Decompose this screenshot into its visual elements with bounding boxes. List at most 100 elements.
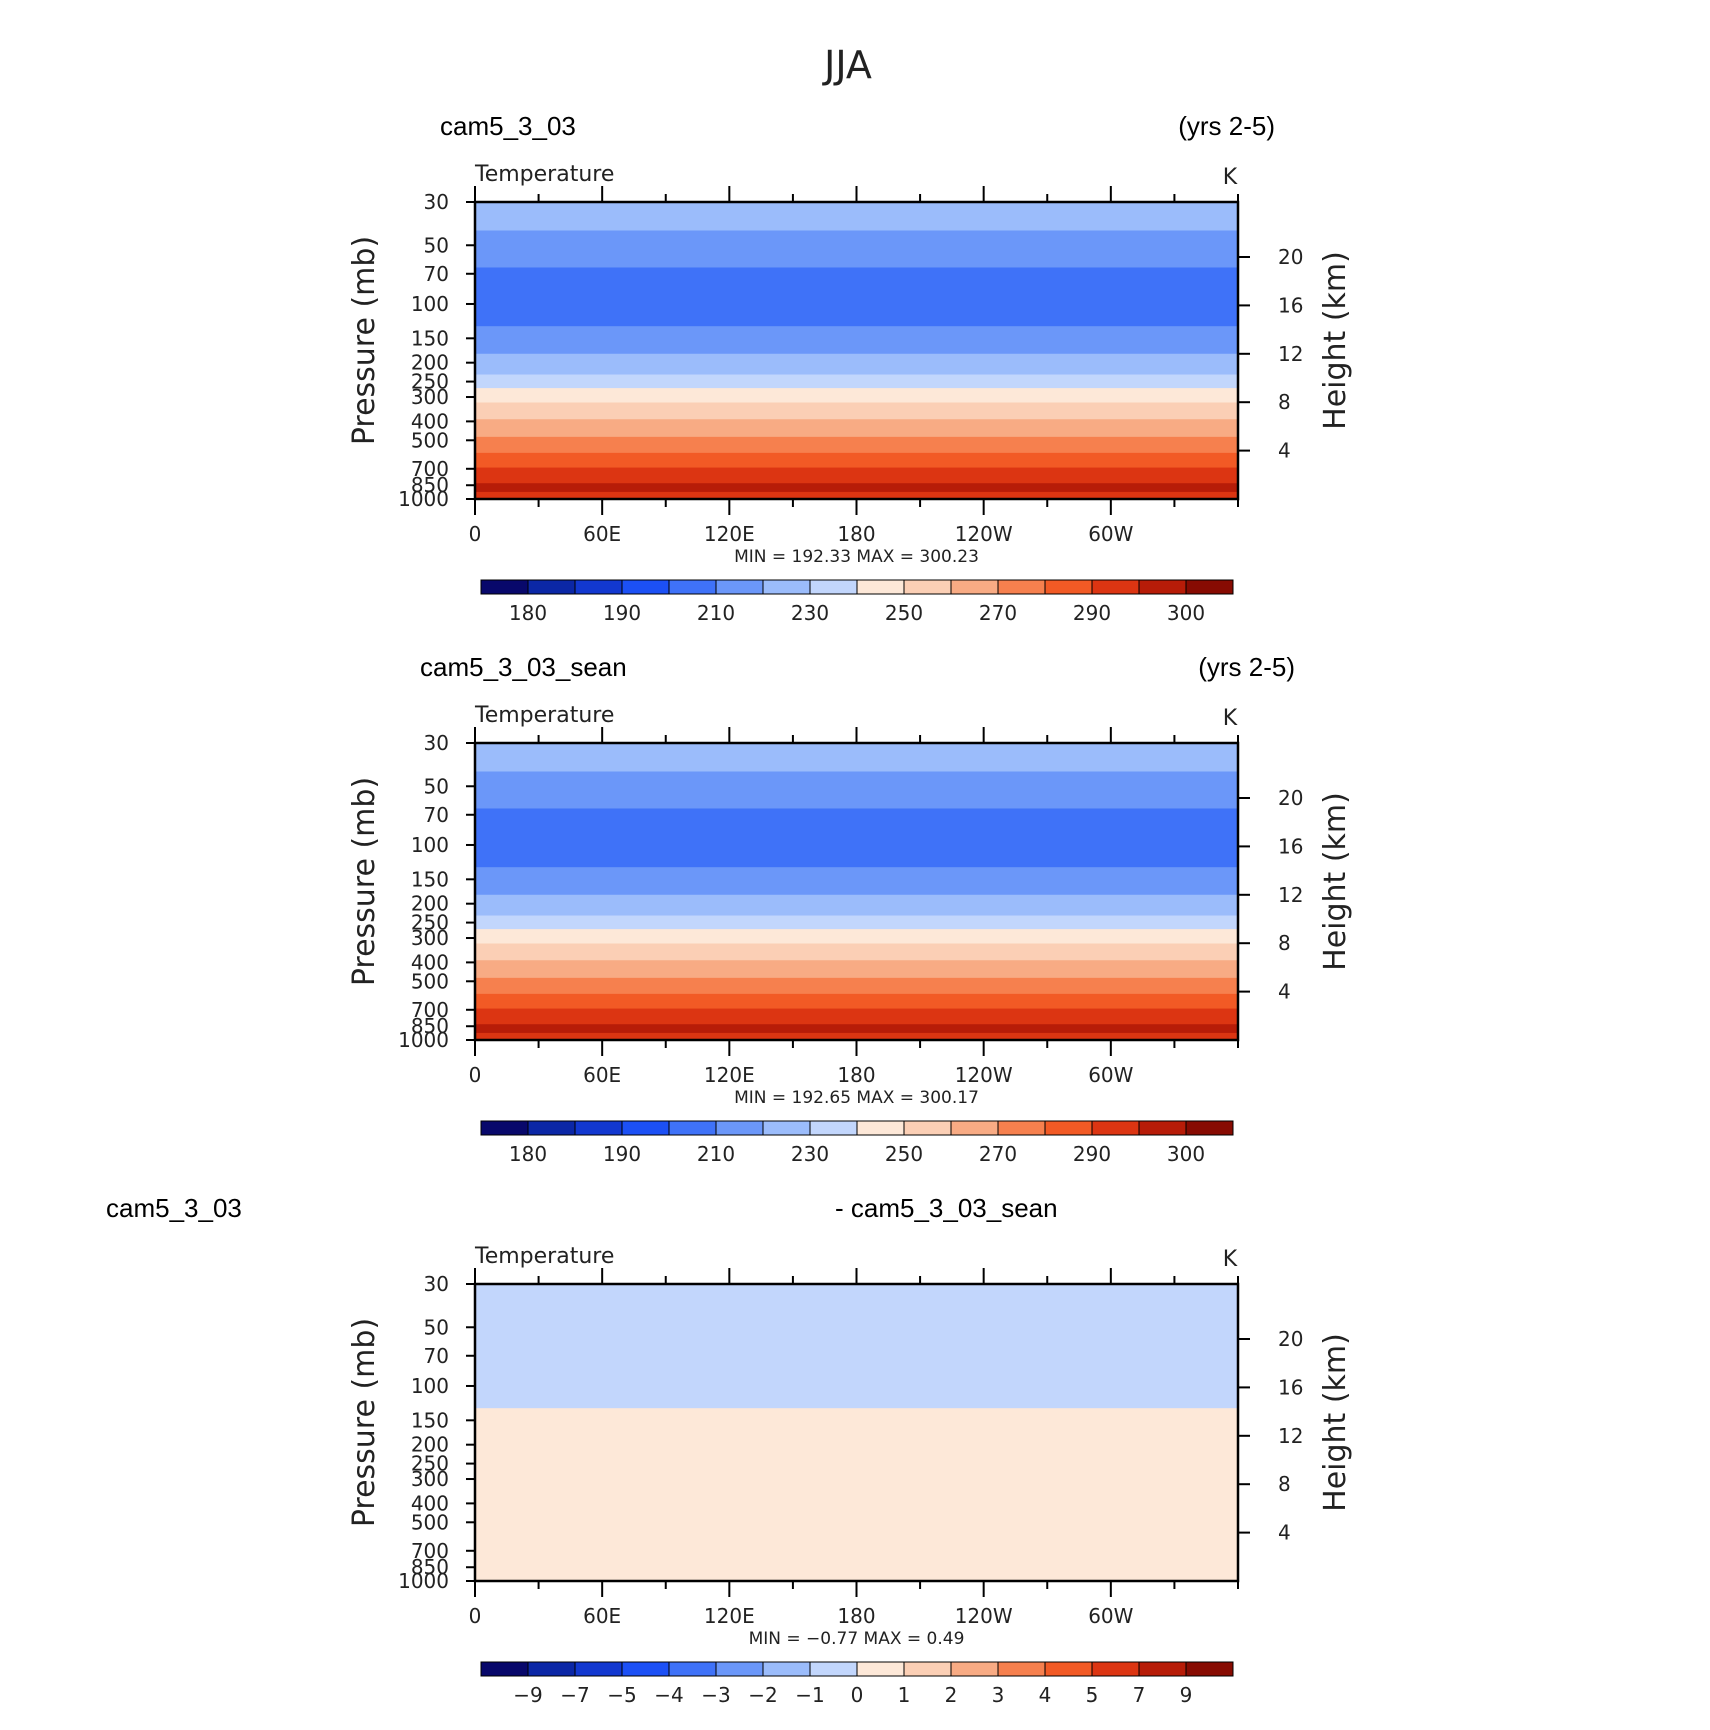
contour-layer [475, 202, 1238, 231]
colorbar-box [1185, 1661, 1234, 1677]
colorbar-label: 300 [1167, 601, 1205, 625]
colorbar-label: 3 [992, 1683, 1005, 1707]
colorbar-box [1185, 579, 1234, 595]
y2-tick-label: 4 [1278, 439, 1291, 463]
colorbar-label: 230 [791, 601, 829, 625]
colorbar-box [574, 1661, 623, 1677]
colorbar-box [715, 1661, 764, 1677]
y-tick-label: 70 [424, 803, 449, 827]
colorbar-label: 9 [1180, 1683, 1193, 1707]
colorbar-box [715, 579, 764, 595]
contour-layer [475, 326, 1238, 355]
y-tick-label: 70 [424, 1344, 449, 1368]
colorbar-box [950, 1661, 999, 1677]
units-label: K [1223, 706, 1238, 731]
y-tick-label: 50 [424, 774, 449, 798]
contour-layer [475, 491, 1238, 500]
contour-layer [475, 353, 1238, 376]
colorbar-box [1044, 1120, 1093, 1136]
x-tick-label: 120E [704, 1604, 755, 1628]
colorbar-box [997, 1661, 1046, 1677]
colorbar-box [1044, 579, 1093, 595]
colorbar-box [668, 579, 717, 595]
contour-layer [475, 977, 1238, 995]
contour-layer [475, 915, 1238, 930]
y-tick-label: 850 [411, 1555, 449, 1579]
x-tick-label: 120E [704, 522, 755, 546]
contour-layer [475, 467, 1238, 484]
contour-layer [475, 743, 1238, 772]
colorbar-label: 270 [979, 601, 1017, 625]
y-tick-label: 200 [411, 351, 449, 375]
contour-layer [475, 1284, 1238, 1409]
contour-layer [475, 1032, 1238, 1041]
y-tick-label: 150 [411, 326, 449, 350]
x-tick-label: 120W [955, 1604, 1013, 1628]
colorbar-box [1138, 579, 1187, 595]
y-tick-label: 400 [411, 1491, 449, 1515]
y2-tick-label: 20 [1278, 786, 1303, 810]
colorbar-box [1138, 1661, 1187, 1677]
contour-layer [475, 1008, 1238, 1025]
y2-tick-label: 4 [1278, 1521, 1291, 1545]
colorbar-box [621, 579, 670, 595]
colorbar-box [856, 1120, 905, 1136]
y-tick-label: 70 [424, 262, 449, 286]
colorbar-label: 210 [697, 601, 735, 625]
contour-panel: Temperature K3050701001502002503004005007… [347, 162, 1353, 625]
x-tick-label: 120W [955, 1063, 1013, 1087]
y-tick-label: 500 [411, 969, 449, 993]
colorbar-label: 0 [851, 1683, 864, 1707]
contour-layer [475, 867, 1238, 896]
colorbar-box [480, 1661, 529, 1677]
colorbar-label: −2 [748, 1683, 777, 1707]
colorbar-box [856, 579, 905, 595]
colorbar-box [527, 579, 576, 595]
x-tick-label: 0 [469, 1604, 482, 1628]
colorbar-box [950, 579, 999, 595]
y2-tick-label: 8 [1278, 1472, 1291, 1496]
y-tick-label: 700 [411, 457, 449, 481]
y-tick-label: 500 [411, 1510, 449, 1534]
colorbar-label: 180 [509, 601, 547, 625]
y-tick-label: 100 [411, 1374, 449, 1398]
y-tick-label: 1000 [398, 487, 449, 511]
colorbar-box [762, 579, 811, 595]
contour-layer [475, 419, 1238, 438]
contour-layer [475, 808, 1238, 868]
colorbar-label: 1 [898, 1683, 911, 1707]
years-label: (yrs 2-5) [1178, 111, 1275, 141]
y-tick-label: 50 [424, 233, 449, 257]
contour-layer [475, 267, 1238, 327]
y-tick-label: 850 [411, 1014, 449, 1038]
colorbar-label: 230 [791, 1142, 829, 1166]
contour-layer [475, 1408, 1238, 1582]
y2-tick-label: 12 [1278, 1424, 1303, 1448]
y-axis-label: Pressure (mb) [347, 1318, 382, 1527]
y2-tick-label: 12 [1278, 342, 1303, 366]
colorbar-label: 5 [1086, 1683, 1099, 1707]
y-tick-label: 300 [411, 1467, 449, 1491]
y2-tick-label: 16 [1278, 1375, 1303, 1399]
y-tick-label: 850 [411, 473, 449, 497]
y2-tick-label: 20 [1278, 245, 1303, 269]
colorbar-box [903, 1661, 952, 1677]
variable-label: Temperature [474, 703, 614, 728]
contour-layer [475, 452, 1238, 469]
colorbar-box [1044, 1661, 1093, 1677]
colorbar-label: −5 [607, 1683, 636, 1707]
case-name: cam5_3_03 [440, 111, 576, 141]
units-label: K [1223, 165, 1238, 190]
y-tick-label: 400 [411, 950, 449, 974]
colorbar-label: −9 [513, 1683, 542, 1707]
contour-panel: Temperature K3050701001502002503004005007… [347, 1244, 1353, 1707]
colorbar-box [950, 1120, 999, 1136]
contour-layer [475, 894, 1238, 917]
x-tick-label: 60E [583, 522, 621, 546]
colorbar-box [621, 1661, 670, 1677]
y-tick-label: 250 [411, 370, 449, 394]
colorbar-label: 4 [1039, 1683, 1052, 1707]
y-tick-label: 1000 [398, 1028, 449, 1052]
colorbar-box [574, 579, 623, 595]
